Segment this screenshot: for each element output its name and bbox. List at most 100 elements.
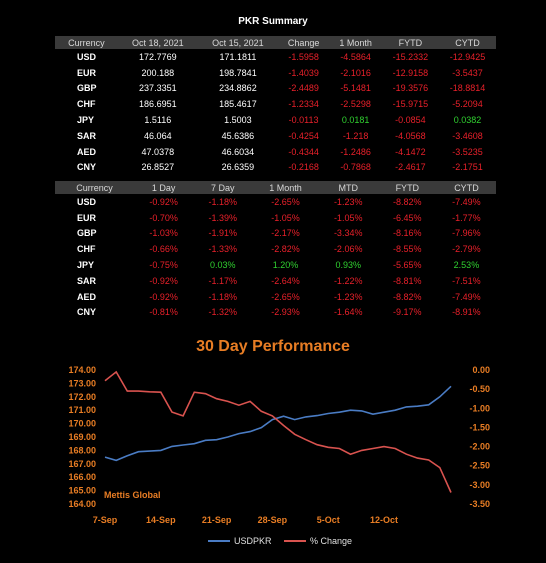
- table-cell: -1.5958: [288, 51, 319, 62]
- table-cell: -1.18%: [208, 196, 237, 207]
- table-cell: 1.5003: [224, 115, 252, 126]
- series-line-usdpkr: [104, 385, 452, 462]
- table-cell: 46.064: [144, 130, 172, 141]
- table-cell: -15.9715: [392, 99, 429, 110]
- table-cell: -15.2332: [392, 51, 429, 62]
- currency-code: CNY: [77, 162, 97, 173]
- table-cell: 200.188: [141, 67, 175, 78]
- pkr-summary-title: PKR Summary: [238, 16, 308, 27]
- table-cell: -1.77%: [452, 212, 481, 223]
- table-row: EUR -0.70% -1.39% -1.05% -1.05% -6.45% -1.77%: [55, 210, 496, 226]
- table-row: USD -0.92% -1.18% -2.65% -1.23% -8.82% -7.49%: [55, 194, 496, 210]
- table-cell: -0.66%: [149, 244, 178, 255]
- table-cell: 26.8527: [141, 162, 175, 173]
- table-row: EUR 200.188 198.7841 -1.4039 -2.1016 -12.9158…: [55, 65, 496, 81]
- currency-code: GBP: [77, 83, 97, 94]
- currency-code: USD: [77, 51, 97, 62]
- table-cell: -5.65%: [393, 260, 422, 271]
- column-header: Oct 15, 2021: [197, 36, 278, 49]
- table-cell: -0.92%: [149, 275, 178, 286]
- y-right-tick-label: -3.00: [469, 480, 490, 490]
- currency-code: GBP: [77, 228, 97, 239]
- currency-code: EUR: [77, 212, 97, 223]
- table-cell: 234.8862: [219, 83, 257, 94]
- legend-label: USDPKR: [234, 536, 272, 546]
- table-cell: -0.92%: [149, 291, 178, 302]
- table-cell: -2.82%: [271, 244, 300, 255]
- column-header: 1 Month: [252, 181, 319, 194]
- y-right-tick-label: -1.00: [469, 403, 490, 413]
- table-cell: 45.6386: [221, 130, 255, 141]
- table-cell: -1.05%: [333, 212, 363, 223]
- y-left-tick-label: 171.00: [68, 405, 96, 415]
- table-cell: -3.5437: [452, 67, 483, 78]
- y-right-tick-label: -3.50: [469, 499, 490, 509]
- y-left-tick-label: 167.00: [68, 459, 96, 469]
- y-left-tick-label: 172.00: [68, 392, 96, 402]
- table-cell: -2.17%: [271, 228, 300, 239]
- y-right-tick-label: -1.50: [469, 422, 490, 432]
- table-row: CHF 186.6951 185.4617 -1.2334 -2.5298 -15.971…: [55, 96, 496, 112]
- table-cell: -0.92%: [149, 196, 178, 207]
- y-left-tick-label: 170.00: [68, 419, 96, 429]
- table-cell: -2.64%: [271, 275, 300, 286]
- table-cell: -0.70%: [149, 212, 178, 223]
- table-cell: -6.45%: [393, 212, 422, 223]
- table-cell: -1.05%: [271, 212, 300, 223]
- table-cell: -4.0568: [395, 130, 426, 141]
- table-cell: -0.4254: [288, 130, 319, 141]
- table-cell: 0.03%: [209, 260, 236, 271]
- currency-code: AED: [77, 146, 97, 157]
- column-header: 1 Day: [134, 181, 194, 194]
- table-row: CHF -0.66% -1.33% -2.82% -2.06% -8.55% -2.79%: [55, 241, 496, 257]
- table-cell: -8.16%: [393, 228, 422, 239]
- table-cell: -1.18%: [208, 291, 237, 302]
- table-cell: -8.81%: [393, 275, 422, 286]
- column-header: 7 Day: [193, 181, 253, 194]
- table-header-row: Currency 1 Day 7 Day 1 Month MTD FYTD CYTD: [55, 181, 496, 194]
- y-left-tick-label: 165.00: [68, 486, 96, 496]
- table-cell: 26.6359: [221, 162, 255, 173]
- column-header: CYTD: [438, 36, 496, 49]
- table-row: JPY 1.5116 1.5003 -0.0113 0.0181 -0.0854 0.038…: [55, 112, 496, 128]
- x-tick-label: 12-Oct: [370, 515, 398, 525]
- table-cell: -19.3576: [392, 83, 429, 94]
- table-cell: -7.49%: [452, 196, 481, 207]
- currency-code: AED: [77, 291, 97, 302]
- table-cell: -8.82%: [393, 291, 422, 302]
- table-row: GBP -1.03% -1.91% -2.17% -3.34% -8.16% -7.96%: [55, 226, 496, 242]
- table-cell: 185.4617: [219, 99, 257, 110]
- table-cell: -1.17%: [208, 275, 237, 286]
- y-right-tick-label: -0.50: [469, 384, 490, 394]
- table-cell: -18.8814: [449, 83, 486, 94]
- table-cell: -2.4489: [288, 83, 319, 94]
- table-cell: 171.1811: [219, 51, 257, 62]
- table-cell: -0.2168: [288, 162, 319, 173]
- table-header-row: Currency Oct 18, 2021 Oct 15, 2021 Change 1 …: [55, 36, 496, 49]
- x-tick-label: 7-Sep: [93, 515, 118, 525]
- table-cell: -1.22%: [333, 275, 363, 286]
- table-cell: -1.03%: [149, 228, 178, 239]
- column-header: Oct 18, 2021: [117, 36, 198, 49]
- table-cell: 0.93%: [335, 260, 361, 271]
- y-right-tick-label: -2.50: [469, 461, 490, 471]
- table-cell: -1.39%: [208, 212, 237, 223]
- series-line--change: [104, 370, 452, 493]
- table-cell: -0.0854: [395, 115, 426, 126]
- currency-code: CNY: [77, 307, 97, 318]
- table-cell: -1.218: [342, 130, 369, 141]
- table-cell: -8.82%: [393, 196, 422, 207]
- table-cell: -2.65%: [271, 291, 300, 302]
- legend-label: % Change: [310, 536, 352, 546]
- column-header: CYTD: [436, 181, 496, 194]
- watermark-text: Mettis Global: [104, 490, 161, 500]
- y-right-tick-label: -2.00: [469, 442, 490, 452]
- table-row: CNY -0.81% -1.32% -2.93% -1.64% -9.17% -8.91%: [55, 305, 496, 321]
- column-header: FYTD: [377, 181, 437, 194]
- y-left-tick-label: 174.00: [68, 365, 96, 375]
- table-cell: -3.5235: [452, 146, 483, 157]
- table-cell: -4.5864: [340, 51, 371, 62]
- table-cell: -8.55%: [393, 244, 422, 255]
- y-left-tick-label: 168.00: [68, 445, 96, 455]
- table-cell: -5.2094: [452, 99, 483, 110]
